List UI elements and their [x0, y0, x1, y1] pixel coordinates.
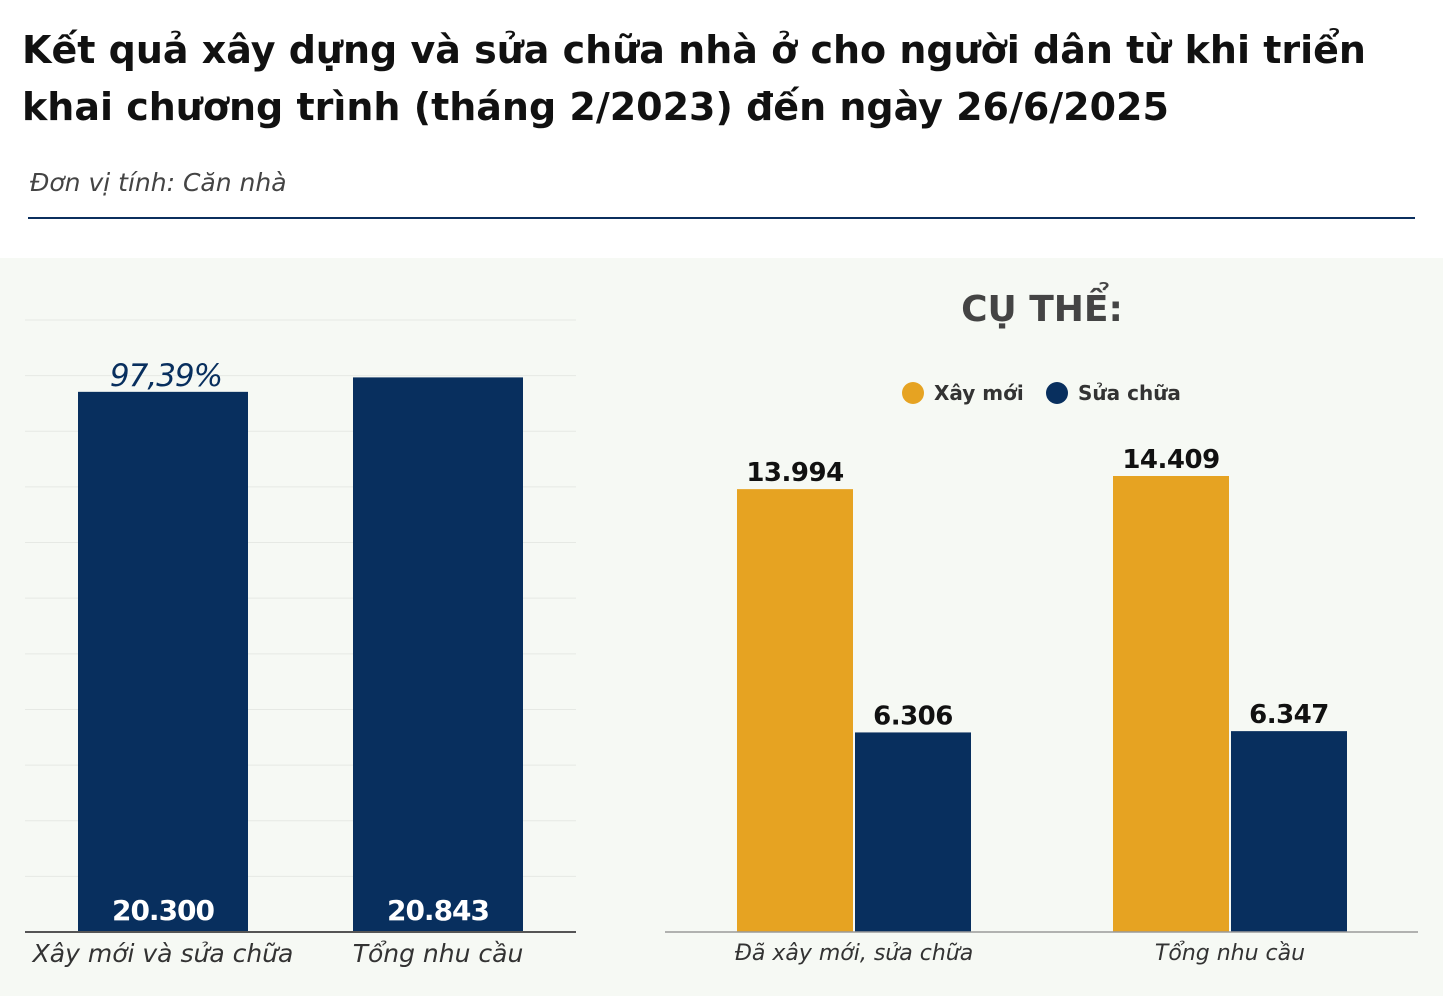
- bar: [855, 732, 971, 932]
- x-tick-label: Tổng nhu cầu: [353, 939, 524, 968]
- legend-swatch: [902, 382, 924, 404]
- x-tick-label: Tổng nhu cầu: [1155, 941, 1305, 966]
- header: Kết quả xây dựng và sửa chữa nhà ở cho n…: [0, 0, 1443, 252]
- bar: [1113, 476, 1229, 932]
- legend-swatch: [1046, 382, 1068, 404]
- legend-label: Sửa chữa: [1078, 381, 1181, 405]
- bar-value-label: 13.994: [746, 458, 843, 488]
- subchart-title: CỤ THỂ:: [961, 282, 1123, 330]
- bar-value-label: 6.306: [873, 701, 953, 731]
- chart-title: Kết quả xây dựng và sửa chữa nhà ở cho n…: [22, 28, 1366, 129]
- bar-value-label: 14.409: [1122, 445, 1219, 475]
- left-chart: 20.300 Xây mới và sửa chữa 20.843 Tổng nhu …: [25, 319, 576, 968]
- bar: [353, 377, 523, 932]
- bar: [78, 391, 248, 932]
- legend-label: Xây mới: [934, 381, 1024, 405]
- bar: [737, 489, 853, 932]
- percent-annotation: 97,39%: [110, 358, 222, 394]
- bar-value-label: 20.843: [387, 894, 489, 927]
- right-chart: CỤ THỂ: Xây mới Sửa chữa 13.994 6.306 Đã xây …: [665, 282, 1418, 966]
- unit-label: Đơn vị tính: Căn nhà: [30, 168, 287, 197]
- x-tick-label: Đã xây mới, sửa chữa: [735, 941, 973, 966]
- x-tick-label: Xây mới và sửa chữa: [31, 939, 294, 968]
- header-divider: [28, 217, 1415, 219]
- bar-value-label: 20.300: [112, 894, 215, 927]
- bar: [1231, 731, 1347, 932]
- bar-value-label: 6.347: [1249, 700, 1329, 730]
